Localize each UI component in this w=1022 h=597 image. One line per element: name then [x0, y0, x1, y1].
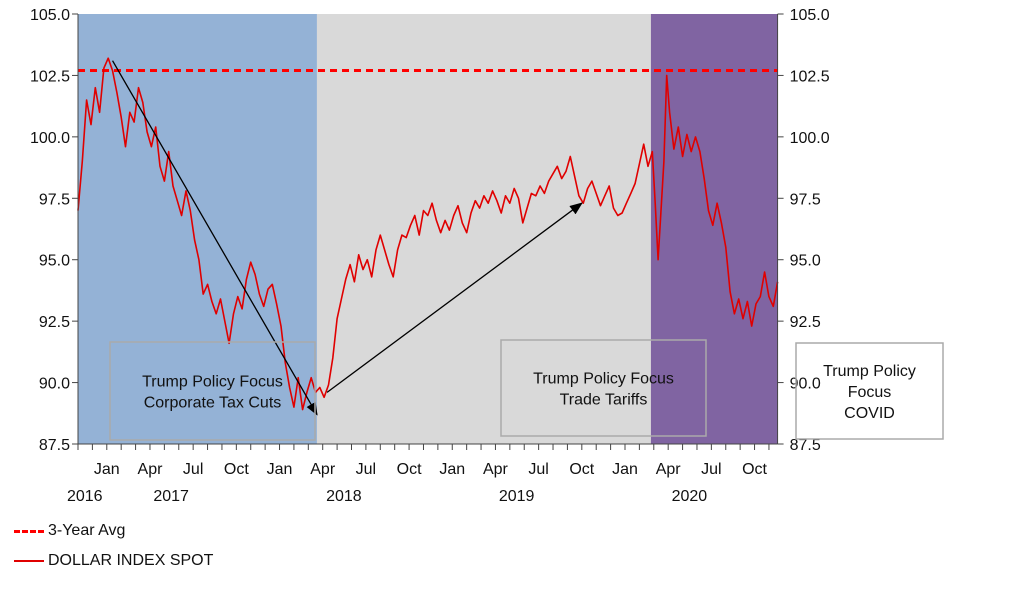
y-tick-label-right: 100.0 — [790, 130, 830, 147]
x-tick-label: Jan — [94, 461, 120, 478]
annotation-box-0 — [109, 341, 316, 441]
annotation-box-2 — [795, 342, 944, 440]
annotation-text: Corporate Tax Cuts — [144, 395, 282, 412]
y-tick-label-left: 102.5 — [30, 68, 70, 85]
x-tick-label: Jan — [439, 461, 465, 478]
trend-arrow-0 — [111, 60, 318, 416]
legend-label-3-year-avg: 3-Year Avg — [48, 522, 126, 539]
y-tick-label-left: 95.0 — [39, 253, 70, 270]
trend-arrow-1 — [326, 202, 583, 393]
x-tick-label: Apr — [138, 461, 164, 478]
legend-label-dollar-index: DOLLAR INDEX SPOT — [48, 552, 214, 569]
x-year-label: 2016 — [67, 488, 103, 505]
x-tick-label: Jul — [183, 461, 203, 478]
annotation-text: Trump Policy Focus — [533, 371, 674, 388]
y-tick-label-right: 92.5 — [790, 314, 821, 331]
policy-region-2 — [650, 14, 778, 444]
x-tick-label: Jul — [528, 461, 548, 478]
y-tick-label-right: 87.5 — [790, 437, 821, 454]
series-line-dollar-index — [77, 57, 779, 411]
y-tick-label-right: 90.0 — [790, 376, 821, 393]
policy-region-0 — [78, 14, 317, 444]
x-tick-label: Apr — [483, 461, 509, 478]
annotation-text: Trump Policy — [823, 363, 916, 380]
annotation-text: Trade Tariffs — [560, 392, 648, 409]
legend-item-3-year-avg: 3-Year Avg — [14, 522, 125, 540]
solid-line-swatch-icon — [14, 560, 44, 562]
y-tick-label-left: 92.5 — [39, 314, 70, 331]
y-tick-label-left: 90.0 — [39, 376, 70, 393]
x-year-label: 2017 — [153, 488, 189, 505]
x-tick-label: Oct — [742, 461, 767, 478]
annotation-text: COVID — [844, 405, 895, 422]
x-tick-label: Apr — [656, 461, 682, 478]
annotation-text: Focus — [848, 384, 892, 401]
x-tick-label: Apr — [310, 461, 336, 478]
y-tick-label-left: 105.0 — [30, 7, 70, 24]
x-tick-label: Jan — [612, 461, 638, 478]
y-tick-label-left: 100.0 — [30, 130, 70, 147]
policy-region-1 — [316, 14, 651, 444]
x-year-label: 2018 — [326, 488, 362, 505]
x-year-label: 2020 — [672, 488, 708, 505]
y-tick-label-right: 95.0 — [790, 253, 821, 270]
x-tick-label: Jul — [356, 461, 376, 478]
legend-item-dollar-index: DOLLAR INDEX SPOT — [14, 552, 213, 570]
y-tick-label-right: 102.5 — [790, 68, 830, 85]
y-tick-label-left: 87.5 — [39, 437, 70, 454]
x-tick-label: Jul — [701, 461, 721, 478]
y-tick-label-right: 105.0 — [790, 7, 830, 24]
dashed-line-swatch-icon — [14, 529, 44, 533]
x-tick-label: Oct — [397, 461, 422, 478]
x-year-label: 2019 — [499, 488, 535, 505]
x-tick-label: Oct — [224, 461, 249, 478]
x-tick-label: Jan — [267, 461, 293, 478]
annotation-box-1 — [500, 339, 707, 437]
x-tick-label: Oct — [569, 461, 594, 478]
annotation-text: Trump Policy Focus — [142, 374, 283, 391]
y-tick-label-right: 97.5 — [790, 191, 821, 208]
y-tick-label-left: 97.5 — [39, 191, 70, 208]
